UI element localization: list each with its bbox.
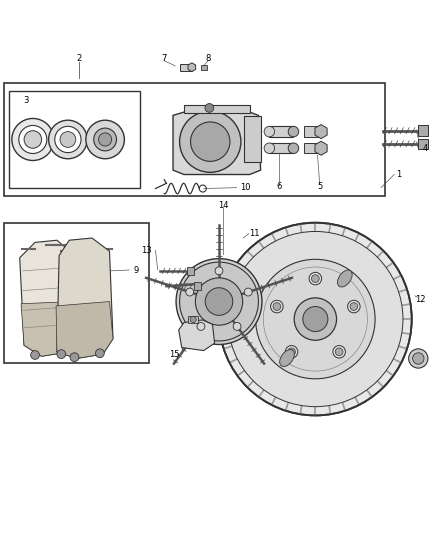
Circle shape	[180, 262, 258, 341]
Bar	[304, 143, 321, 154]
Polygon shape	[56, 302, 113, 359]
Ellipse shape	[280, 350, 294, 367]
Bar	[304, 126, 321, 137]
Bar	[269, 126, 293, 137]
Bar	[4, 223, 149, 363]
Circle shape	[264, 126, 275, 137]
Circle shape	[49, 120, 87, 159]
Text: 7: 7	[162, 54, 167, 63]
Text: 14: 14	[218, 201, 229, 209]
Circle shape	[94, 128, 117, 151]
Circle shape	[197, 322, 205, 330]
Circle shape	[336, 348, 343, 356]
Circle shape	[60, 132, 76, 147]
Circle shape	[256, 260, 375, 379]
Text: 10: 10	[240, 183, 251, 192]
Bar	[184, 106, 250, 113]
Polygon shape	[173, 109, 261, 174]
Circle shape	[288, 126, 299, 137]
Polygon shape	[315, 141, 327, 155]
Bar	[180, 64, 192, 71]
Circle shape	[228, 231, 403, 407]
Text: 12: 12	[415, 295, 426, 304]
Circle shape	[57, 350, 66, 359]
Circle shape	[288, 348, 295, 356]
Circle shape	[288, 143, 299, 154]
Bar	[269, 143, 293, 154]
Bar	[418, 139, 428, 149]
Circle shape	[12, 118, 54, 160]
Text: 15: 15	[169, 350, 180, 359]
Circle shape	[409, 349, 428, 368]
Circle shape	[180, 111, 241, 172]
Circle shape	[176, 259, 262, 344]
Circle shape	[190, 317, 196, 322]
Text: 6: 6	[277, 182, 282, 191]
Circle shape	[55, 126, 81, 152]
Circle shape	[413, 353, 424, 364]
Circle shape	[350, 303, 358, 310]
Text: 4: 4	[423, 144, 428, 153]
Bar	[201, 64, 207, 70]
Circle shape	[95, 349, 104, 358]
Circle shape	[303, 306, 328, 332]
Circle shape	[348, 300, 360, 313]
Circle shape	[294, 298, 336, 340]
Polygon shape	[179, 320, 215, 351]
Text: 11: 11	[249, 229, 259, 238]
Text: 3: 3	[24, 95, 29, 104]
Circle shape	[309, 272, 321, 285]
Polygon shape	[315, 125, 327, 139]
Circle shape	[205, 103, 214, 112]
Bar	[194, 282, 201, 290]
Circle shape	[191, 122, 230, 161]
Text: 8: 8	[205, 54, 211, 63]
Polygon shape	[20, 240, 77, 356]
Circle shape	[271, 300, 283, 313]
Text: 2: 2	[76, 54, 81, 63]
Circle shape	[186, 288, 194, 296]
Text: 13: 13	[141, 246, 152, 255]
Ellipse shape	[337, 270, 352, 287]
Text: 9: 9	[134, 265, 139, 274]
Polygon shape	[21, 302, 77, 356]
Text: 5: 5	[317, 182, 322, 191]
Bar	[187, 267, 194, 275]
Circle shape	[24, 131, 42, 148]
Circle shape	[264, 143, 275, 154]
Circle shape	[31, 351, 39, 359]
Circle shape	[70, 353, 79, 361]
Circle shape	[273, 303, 281, 310]
Circle shape	[219, 223, 412, 415]
Bar	[188, 316, 198, 324]
Bar	[9, 91, 140, 188]
Polygon shape	[57, 238, 113, 359]
Circle shape	[99, 133, 112, 146]
Circle shape	[244, 288, 252, 296]
Circle shape	[233, 322, 241, 330]
Circle shape	[195, 278, 243, 325]
Bar	[244, 116, 261, 162]
Circle shape	[333, 345, 346, 358]
Circle shape	[285, 345, 298, 358]
Bar	[4, 83, 385, 197]
Circle shape	[311, 274, 319, 282]
Text: 1: 1	[396, 170, 401, 179]
Circle shape	[86, 120, 124, 159]
Circle shape	[205, 288, 233, 316]
Polygon shape	[188, 63, 196, 71]
Bar	[418, 125, 428, 136]
Circle shape	[215, 267, 223, 274]
Circle shape	[19, 125, 47, 154]
